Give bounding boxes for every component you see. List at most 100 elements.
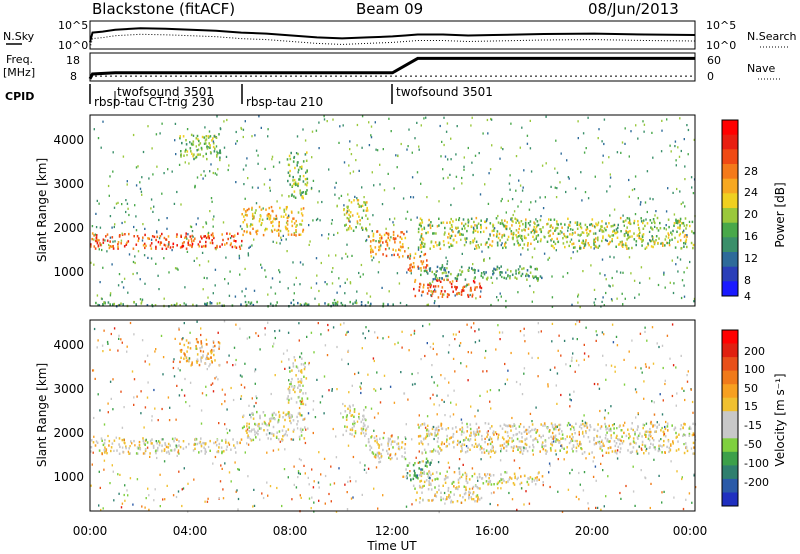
range-gate-cell (611, 239, 613, 243)
range-gate-cell (475, 433, 477, 436)
range-gate-cell (476, 224, 478, 227)
range-gate-cell (691, 501, 693, 504)
range-gate-cell (505, 445, 507, 448)
range-gate-cell (535, 406, 537, 409)
range-gate-cell (455, 333, 457, 336)
range-gate-cell (244, 362, 246, 365)
range-gate-cell (369, 245, 372, 248)
range-gate-cell (267, 135, 269, 138)
range-gate-cell (505, 271, 507, 274)
range-gate-cell (270, 437, 272, 441)
range-gate-cell (373, 436, 376, 439)
range-gate-cell (676, 187, 678, 191)
range-gate-cell (389, 457, 392, 461)
range-gate-cell (222, 488, 224, 491)
range-gate-cell (507, 424, 510, 428)
range-gate-cell (109, 236, 112, 239)
range-gate-cell (499, 239, 501, 242)
range-gate-cell (641, 235, 644, 239)
range-gate-cell (433, 403, 435, 406)
range-gate-cell (489, 474, 492, 477)
range-gate-cell (553, 428, 555, 431)
range-gate-cell (434, 241, 437, 244)
range-gate-cell (642, 219, 645, 222)
range-gate-cell (533, 428, 536, 432)
range-gate-cell (96, 242, 99, 245)
range-gate-cell (358, 271, 360, 275)
range-gate-cell (692, 432, 695, 435)
range-gate-cell (271, 414, 274, 417)
range-gate-cell (185, 139, 187, 142)
range-gate-cell (126, 345, 128, 348)
range-gate-cell (214, 359, 216, 362)
range-gate-cell (234, 295, 237, 298)
range-gate-cell (96, 199, 98, 202)
range-gate-cell (556, 187, 558, 190)
range-gate-cell (171, 449, 173, 452)
range-gate-cell (514, 217, 516, 220)
nsearch-label: N.Search (747, 30, 797, 43)
range-gate-cell (503, 479, 505, 483)
range-gate-cell (619, 450, 621, 454)
range-gate-cell (572, 450, 574, 453)
range-gate-cell (294, 181, 297, 184)
range-gate-cell (193, 153, 195, 156)
range-gate-cell (189, 147, 192, 150)
colorbar-swatch (722, 193, 738, 209)
range-gate-cell (678, 234, 681, 237)
range-gate-cell (352, 229, 355, 232)
range-gate-cell (287, 412, 289, 415)
range-gate-cell (206, 277, 208, 280)
range-gate-cell (376, 438, 378, 441)
range-gate-cell (139, 278, 141, 281)
range-gate-cell (424, 242, 426, 246)
range-gate-cell (417, 372, 419, 375)
range-gate-cell (579, 483, 581, 486)
range-gate-cell (630, 272, 632, 275)
range-gate-cell (360, 205, 362, 208)
range-gate-cell (375, 466, 378, 469)
range-gate-cell (264, 333, 266, 336)
range-gate-cell (556, 171, 559, 174)
range-gate-cell (160, 241, 162, 244)
range-gate-cell (118, 437, 121, 440)
range-gate-cell (667, 232, 669, 235)
range-gate-cell (351, 428, 354, 432)
range-gate-cell (638, 233, 640, 236)
range-gate-cell (571, 356, 573, 359)
range-gate-cell (194, 237, 196, 240)
range-gate-cell (598, 244, 601, 248)
range-gate-cell (473, 239, 475, 242)
range-gate-cell (419, 243, 422, 247)
range-gate-cell (660, 242, 662, 245)
range-gate-cell (476, 428, 479, 431)
range-gate-cell (529, 271, 532, 274)
range-gate-cell (347, 227, 350, 230)
range-gate-cell (148, 237, 150, 240)
range-gate-cell (205, 450, 207, 454)
range-gate-cell (126, 489, 128, 492)
range-gate-cell (596, 333, 598, 337)
range-gate-cell (612, 230, 614, 233)
range-gate-cell (470, 289, 472, 292)
power-ylabel: Slant Range [km] (35, 158, 49, 262)
range-gate-cell (451, 482, 453, 485)
range-gate-cell (496, 268, 498, 271)
range-gate-cell (246, 214, 248, 217)
range-gate-cell (673, 222, 676, 225)
range-gate-cell (416, 474, 419, 477)
range-gate-cell (415, 475, 417, 479)
range-gate-cell (572, 242, 575, 245)
range-gate-cell (481, 434, 483, 438)
range-gate-cell (418, 286, 421, 289)
range-gate-cell (561, 231, 563, 234)
range-gate-cell (346, 210, 349, 213)
range-gate-cell (109, 240, 111, 243)
range-gate-cell (285, 430, 287, 433)
range-gate-cell (305, 190, 307, 194)
range-gate-cell (663, 439, 665, 443)
range-gate-cell (684, 217, 687, 220)
range-gate-cell (491, 440, 493, 444)
range-gate-cell (176, 384, 178, 387)
range-gate-cell (447, 394, 449, 397)
